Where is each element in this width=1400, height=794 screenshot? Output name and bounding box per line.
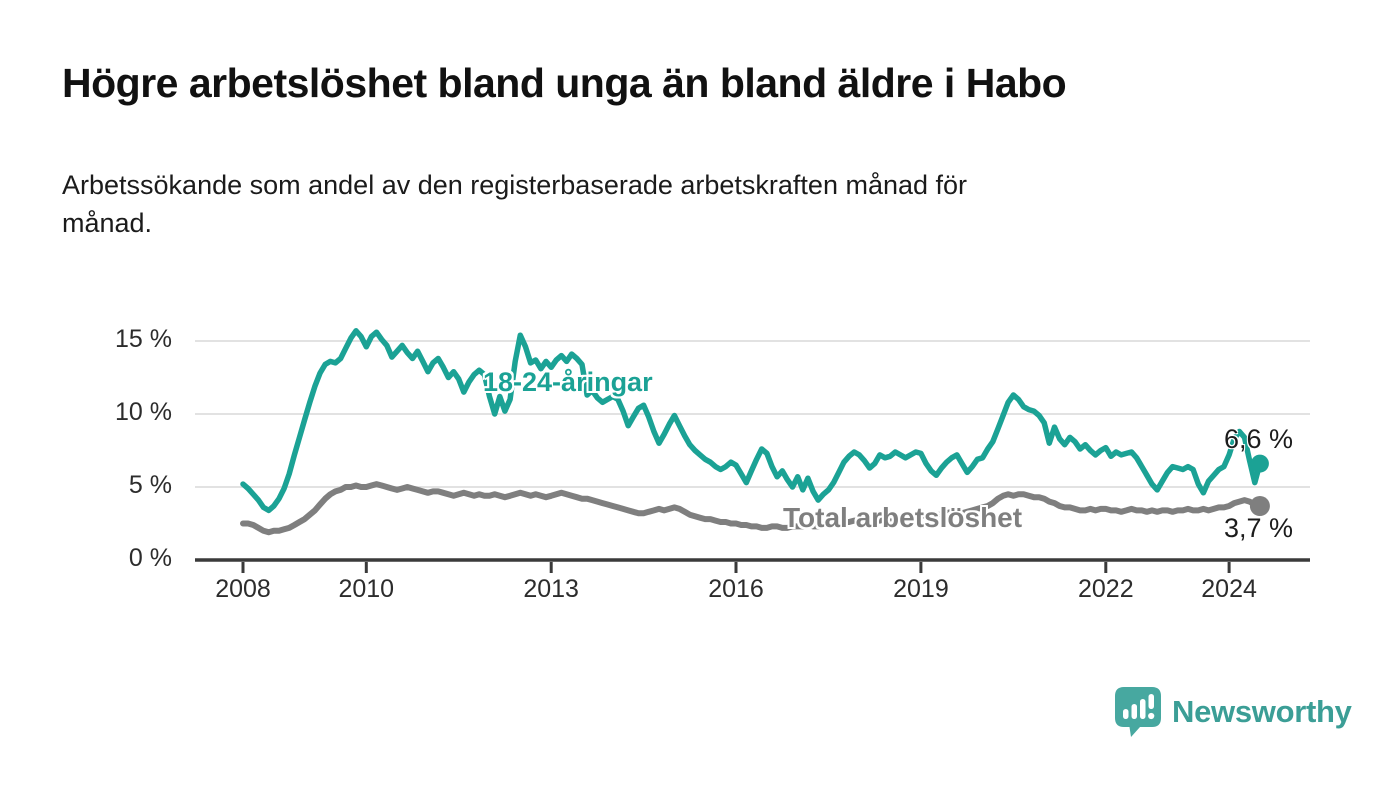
newsworthy-logo: Newsworthy bbox=[1112, 685, 1352, 739]
page-title: Högre arbetslöshet bland unga än bland ä… bbox=[62, 60, 1067, 106]
x-tick-label: 2010 bbox=[338, 575, 395, 603]
chart-subtitle-line-2: månad. bbox=[62, 208, 153, 238]
chart-subtitle-line-1: Arbetssökande som andel av den registerb… bbox=[62, 170, 968, 200]
y-tick-label: 5 % bbox=[128, 471, 172, 499]
x-tick-label: 2022 bbox=[1078, 575, 1134, 603]
end-value-label-youth: 6,6 % bbox=[1224, 424, 1294, 454]
x-tick-label: 2013 bbox=[523, 575, 579, 603]
x-tick-label: 2008 bbox=[215, 575, 271, 603]
y-tick-label: 15 % bbox=[115, 325, 172, 353]
x-tick-label: 2016 bbox=[708, 575, 764, 603]
series-label-youth: 18-24-åringar bbox=[483, 367, 653, 397]
newsworthy-wordmark: Newsworthy bbox=[1172, 694, 1352, 729]
series-label-total: Total arbetslöshet bbox=[783, 502, 1023, 533]
x-tick-label: 2024 bbox=[1201, 575, 1257, 603]
y-tick-label: 0 % bbox=[128, 544, 172, 572]
chart-subtitle: Arbetssökande som andel av den registerb… bbox=[62, 166, 967, 242]
x-tick-label: 2019 bbox=[893, 575, 949, 603]
newsworthy-bubble-chart-icon bbox=[1115, 687, 1161, 737]
y-tick-label: 10 % bbox=[115, 398, 172, 426]
end-value-label-total: 3,7 % bbox=[1224, 513, 1294, 543]
